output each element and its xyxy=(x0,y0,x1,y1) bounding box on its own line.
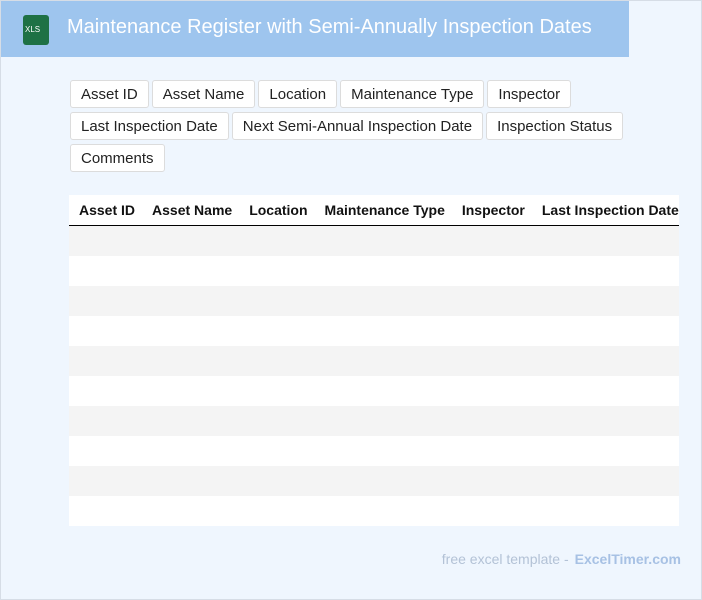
table-cell xyxy=(531,225,679,256)
table-cell xyxy=(69,376,142,406)
table-row xyxy=(69,346,679,376)
tag-list: Asset ID Asset Name Location Maintenance Ty… xyxy=(70,80,626,172)
table-cell xyxy=(239,256,314,286)
table-cell xyxy=(315,376,452,406)
table-cell xyxy=(239,316,314,346)
table-row xyxy=(69,406,679,436)
table-cell xyxy=(314,346,452,376)
table-row xyxy=(69,436,679,466)
table-cell xyxy=(314,225,452,256)
tag: Maintenance Type xyxy=(340,80,485,108)
table-wrapper: Asset ID Asset Name Location Maintenance Ty… xyxy=(69,195,679,526)
table-cell xyxy=(142,496,239,526)
table-row xyxy=(69,286,679,316)
file-icon: XLS xyxy=(23,15,49,45)
column-header: Inspector xyxy=(451,195,532,226)
table-cell xyxy=(451,466,532,496)
tag: Location xyxy=(258,80,338,108)
table-cell xyxy=(239,346,315,376)
table-row xyxy=(69,466,679,496)
table-cell xyxy=(69,406,143,436)
tag: Asset ID xyxy=(70,80,149,108)
table-row xyxy=(69,225,679,256)
table-cell xyxy=(451,286,532,316)
table-row xyxy=(69,256,679,286)
column-header: Asset ID xyxy=(69,195,143,226)
header-bar: XLS Maintenance Register with Semi-Annua… xyxy=(1,1,629,57)
table-cell xyxy=(452,496,532,526)
header-row: Asset ID Asset Name Location Maintenance Ty… xyxy=(69,195,679,226)
table-cell xyxy=(314,466,452,496)
table-cell xyxy=(69,316,142,346)
table-cell xyxy=(452,376,532,406)
table-cell xyxy=(315,436,452,466)
footer-brand[interactable]: ExcelTimer.com xyxy=(574,551,681,567)
table-cell xyxy=(239,436,314,466)
table: Asset ID Asset Name Location Maintenance Ty… xyxy=(69,195,679,526)
tag: Last Inspection Date xyxy=(70,112,229,140)
table-cell xyxy=(315,496,452,526)
table-cell xyxy=(532,436,679,466)
table-cell xyxy=(142,436,239,466)
table-cell xyxy=(69,346,143,376)
footer-text: free excel template - xyxy=(441,551,569,567)
icon-label: XLS xyxy=(25,25,41,34)
table-cell xyxy=(239,496,314,526)
table-cell xyxy=(532,376,679,406)
table-row xyxy=(69,316,679,346)
tag: Inspector xyxy=(487,80,572,108)
table-cell xyxy=(142,316,239,346)
table-cell xyxy=(451,225,532,256)
table-cell xyxy=(69,256,142,286)
table-cell xyxy=(452,316,532,346)
column-header: Last Inspection Date xyxy=(531,195,679,226)
table-cell xyxy=(142,286,240,316)
table-cell xyxy=(531,346,679,376)
table-cell xyxy=(532,256,679,286)
table-cell xyxy=(451,346,532,376)
table-cell xyxy=(239,225,315,256)
tag: Inspection Status xyxy=(486,112,624,140)
table-cell xyxy=(531,286,679,316)
column-header: Maintenance Type xyxy=(314,195,452,226)
table-cell xyxy=(69,286,143,316)
tag: Next Semi-Annual Inspection Date xyxy=(231,112,484,140)
table-cell xyxy=(531,406,679,436)
table-cell xyxy=(142,376,239,406)
table-row xyxy=(69,376,679,406)
table-cell xyxy=(532,316,679,346)
table-cell xyxy=(69,466,143,496)
table-cell xyxy=(532,496,679,526)
tag: Asset Name xyxy=(151,80,256,108)
table-cell xyxy=(314,406,452,436)
table-cell xyxy=(451,406,532,436)
column-header: Location xyxy=(239,195,315,226)
table-body xyxy=(69,225,679,527)
table-cell xyxy=(142,406,240,436)
table-cell xyxy=(142,225,240,256)
table-cell xyxy=(531,466,679,496)
table-cell xyxy=(452,436,532,466)
table-cell xyxy=(69,496,142,526)
table-cell xyxy=(142,256,239,286)
footer: free excel template - ExcelTimer.com xyxy=(442,551,681,567)
table-cell xyxy=(69,225,143,256)
table-cell xyxy=(452,256,532,286)
table-cell xyxy=(314,286,452,316)
table-cell xyxy=(69,436,142,466)
table-row xyxy=(69,496,679,526)
column-header: Asset Name xyxy=(142,195,240,226)
table-cell xyxy=(239,286,315,316)
table-cell xyxy=(239,406,315,436)
table-cell xyxy=(142,346,240,376)
table-cell xyxy=(315,316,452,346)
tag: Comments xyxy=(70,144,165,172)
table-cell xyxy=(239,466,315,496)
table-cell xyxy=(239,376,314,406)
title: Maintenance Register with Semi-Annually … xyxy=(67,16,592,38)
table-cell xyxy=(315,256,452,286)
table-cell xyxy=(142,466,240,496)
